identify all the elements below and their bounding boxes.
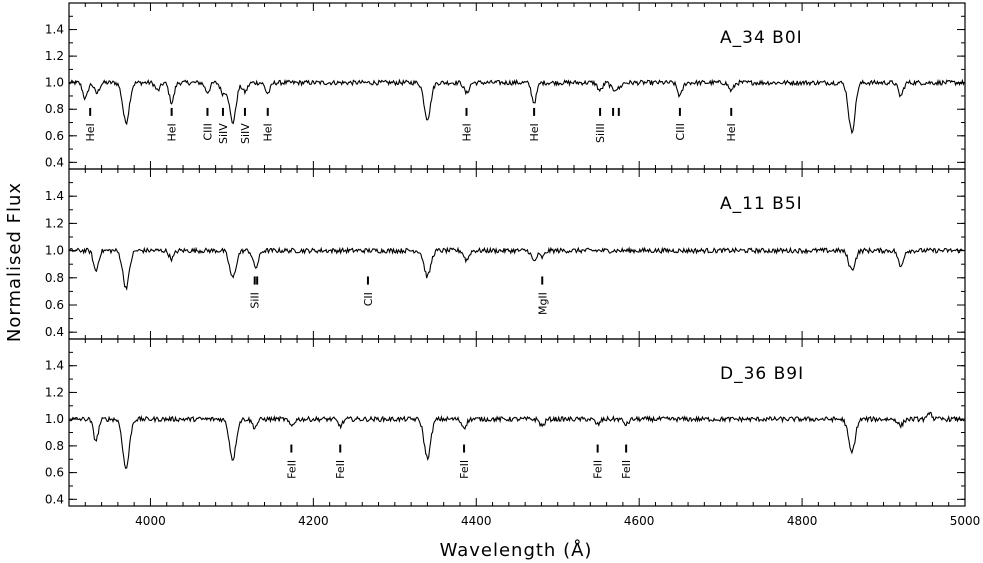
x-tick-label: 4800 xyxy=(787,514,818,528)
y-tick-label: 0.6 xyxy=(45,129,64,143)
x-tick-label: 4200 xyxy=(298,514,329,528)
spectrum-line xyxy=(68,246,965,291)
spectrum-panel-2: 0.4 0.6 0.8 1.0 1.2 1.4 A_11 B5I SiII CII MgII xyxy=(45,168,966,340)
x-axis-title: Wavelength (Å) xyxy=(440,539,593,561)
panel-frame xyxy=(68,338,966,507)
line-id-label: SiIV xyxy=(217,123,230,144)
y-tick-label: 0.4 xyxy=(45,492,64,506)
y-tick-label: 1.4 xyxy=(45,189,64,203)
line-id-label: HeI xyxy=(528,123,541,141)
y-tick-label: 0.8 xyxy=(45,102,64,116)
y-tick-label: 0.4 xyxy=(45,325,64,339)
y-tick-label: 1.0 xyxy=(45,244,64,258)
line-id-label: SiIII xyxy=(594,123,607,143)
y-tick-label: 1.4 xyxy=(45,359,64,373)
y-axis-title: Normalised Flux xyxy=(4,182,25,342)
line-id-label: HeI xyxy=(166,123,179,141)
line-id-label: HeI xyxy=(725,123,738,141)
y-tick-label: 0.6 xyxy=(45,466,64,480)
y-tick-label: 1.0 xyxy=(45,76,64,90)
line-id-label: MgII xyxy=(536,292,549,315)
line-id-label: HeI xyxy=(84,123,97,141)
y-tick-label: 0.8 xyxy=(45,271,64,285)
panel-label: A_34 B0I xyxy=(720,28,803,48)
y-tick-label: 1.0 xyxy=(45,412,64,426)
x-tick-label: 5000 xyxy=(950,514,981,528)
y-tick-label: 0.4 xyxy=(45,155,64,169)
spectrum-line xyxy=(68,78,965,135)
panel-label: D_36 B9I xyxy=(720,364,804,384)
spectrum-panel-3: 0.4 0.6 0.8 1.0 1.2 1.4 D_36 B9I FeII FeII FeII Fe… xyxy=(45,338,966,507)
line-id-label: CIII xyxy=(201,123,214,140)
y-tick-label: 1.4 xyxy=(45,23,64,37)
x-tick-label: 4400 xyxy=(461,514,492,528)
line-id-label: HeI xyxy=(460,123,473,141)
line-id-label: CIII xyxy=(674,123,687,140)
line-id-label: HeI xyxy=(262,123,275,141)
line-id-label: FeII xyxy=(458,460,471,479)
x-tick-label: 4600 xyxy=(624,514,655,528)
line-id-label: SiIV xyxy=(239,123,252,144)
y-tick-label: 0.6 xyxy=(45,298,64,312)
y-tick-label: 1.2 xyxy=(45,385,64,399)
line-id-label: FeII xyxy=(592,460,605,479)
line-id-label: FeII xyxy=(620,460,633,479)
x-tick-label: 4000 xyxy=(135,514,166,528)
y-tick-label: 1.2 xyxy=(45,49,64,63)
y-tick-label: 1.2 xyxy=(45,216,64,230)
panel-frame xyxy=(68,168,966,340)
line-id-label: FeII xyxy=(334,460,347,479)
line-id-label: CII xyxy=(362,292,375,306)
line-id-label: FeII xyxy=(285,460,298,479)
line-id-label: SiII xyxy=(249,292,262,309)
spectrum-line xyxy=(68,411,965,469)
y-tick-label: 0.8 xyxy=(45,439,64,453)
panel-label: A_11 B5I xyxy=(720,194,803,214)
